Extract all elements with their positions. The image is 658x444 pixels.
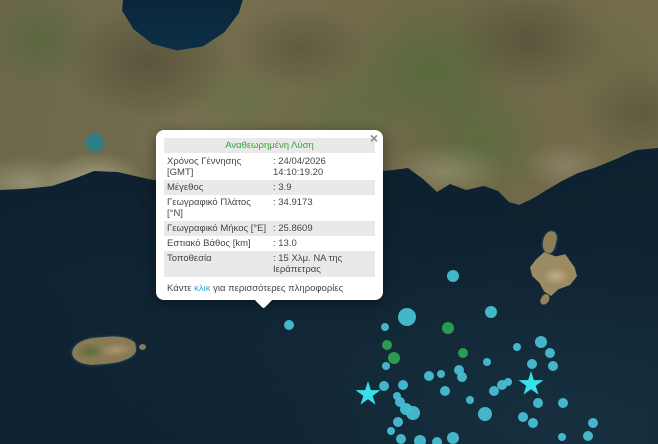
popup-row: Γεωγραφικό Μήκος [°E] : 25.8609 <box>164 221 375 236</box>
earthquake-marker[interactable] <box>393 392 401 400</box>
earthquake-marker[interactable] <box>393 417 403 427</box>
earthquake-marker[interactable] <box>382 340 392 350</box>
popup-footer: Κάντε κλικ για περισσότερες πληροφορίες <box>164 282 375 294</box>
earthquake-marker[interactable] <box>558 398 568 408</box>
earthquake-marker[interactable] <box>432 437 442 444</box>
earthquake-marker[interactable] <box>497 380 507 390</box>
earthquake-marker[interactable] <box>483 358 491 366</box>
popup-row-label: Γεωγραφικό Πλάτος [°N] <box>167 197 251 219</box>
earthquake-marker[interactable] <box>398 308 416 326</box>
earthquake-marker[interactable] <box>588 418 598 428</box>
popup-title: Αναθεωρημένη Λύση <box>164 138 375 153</box>
earthquake-marker[interactable] <box>457 372 467 382</box>
earthquake-marker[interactable] <box>447 270 459 282</box>
earthquake-marker[interactable] <box>447 432 459 444</box>
earthquake-marker[interactable] <box>583 431 593 441</box>
earthquake-marker[interactable] <box>424 371 434 381</box>
earthquake-marker[interactable] <box>381 323 389 331</box>
popup-row-value: : 25.8609 <box>273 223 313 234</box>
popup-row-value: : 15 Χλμ. ΝΑ της Ιεράπετρας <box>273 253 343 275</box>
earthquake-marker[interactable] <box>284 320 294 330</box>
popup-row-label: Εστιακό Βάθος [km] <box>167 238 251 249</box>
popup-footer-post: για περισσότερες πληροφορίες <box>210 283 344 294</box>
earthquake-marker[interactable] <box>489 386 499 396</box>
earthquake-star-marker[interactable] <box>518 371 544 395</box>
earthquake-marker[interactable] <box>437 370 445 378</box>
popup-row: Εστιακό Βάθος [km] : 13.0 <box>164 236 375 251</box>
close-icon[interactable]: × <box>369 130 378 146</box>
popup-row-value: : 13.0 <box>273 238 297 249</box>
earthquake-marker[interactable] <box>518 412 528 422</box>
earthquake-marker[interactable] <box>478 407 492 421</box>
popup-row: Χρόνος Γέννησης [GMT] : 24/04/2026 14:10:… <box>164 154 375 180</box>
earthquake-marker[interactable] <box>533 398 543 408</box>
popup-row-value: : 34.9173 <box>273 197 313 208</box>
more-info-link[interactable]: κλικ <box>194 283 211 294</box>
popup-row: Γεωγραφικό Πλάτος [°N] : 34.9173 <box>164 195 375 221</box>
popup-footer-pre: Κάντε <box>167 283 195 294</box>
earthquake-marker[interactable] <box>382 362 390 370</box>
earthquake-marker[interactable] <box>440 386 450 396</box>
popup-row-value: : 3.9 <box>273 182 292 193</box>
earthquake-marker[interactable] <box>379 381 389 391</box>
earthquake-marker[interactable] <box>466 396 474 404</box>
earthquake-marker[interactable] <box>558 433 566 441</box>
earthquake-marker[interactable] <box>513 343 521 351</box>
earthquake-marker[interactable] <box>396 434 406 444</box>
chrysi-islet <box>139 344 146 350</box>
earthquake-popup: × Αναθεωρημένη Λύση Χρόνος Γέννησης [GMT… <box>156 130 383 309</box>
popup-row: Μέγεθος : 3.9 <box>164 180 375 195</box>
popup-row-label: Χρόνος Γέννησης [GMT] <box>167 156 242 178</box>
earthquake-marker[interactable] <box>387 427 395 435</box>
earthquake-marker[interactable] <box>527 359 537 369</box>
earthquake-marker[interactable] <box>458 348 468 358</box>
earthquake-marker[interactable] <box>535 336 547 348</box>
earthquake-marker[interactable] <box>414 435 426 444</box>
popup-row-label: Μέγεθος <box>167 182 204 193</box>
earthquake-marker[interactable] <box>406 406 420 420</box>
popup-row-value: : 24/04/2026 14:10:19.20 <box>273 156 326 178</box>
earthquake-marker[interactable] <box>398 380 408 390</box>
earthquake-marker[interactable] <box>548 361 558 371</box>
earthquake-marker[interactable] <box>504 378 512 386</box>
bramiana-reservoir <box>86 133 104 152</box>
earthquake-marker[interactable] <box>454 365 464 375</box>
earthquake-marker[interactable] <box>388 352 400 364</box>
earthquake-marker[interactable] <box>485 306 497 318</box>
popup-row-label: Τοποθεσία <box>167 253 212 264</box>
earthquake-star-marker[interactable] <box>355 381 381 405</box>
popup-table: Χρόνος Γέννησης [GMT] : 24/04/2026 14:10:… <box>164 154 375 277</box>
earthquake-marker[interactable] <box>442 322 454 334</box>
earthquake-marker[interactable] <box>545 348 555 358</box>
popup-row-label: Γεωγραφικό Μήκος [°E] <box>167 223 267 234</box>
popup-row: Τοποθεσία : 15 Χλμ. ΝΑ της Ιεράπετρας <box>164 251 375 277</box>
earthquake-marker[interactable] <box>395 397 405 407</box>
earthquake-marker[interactable] <box>528 418 538 428</box>
